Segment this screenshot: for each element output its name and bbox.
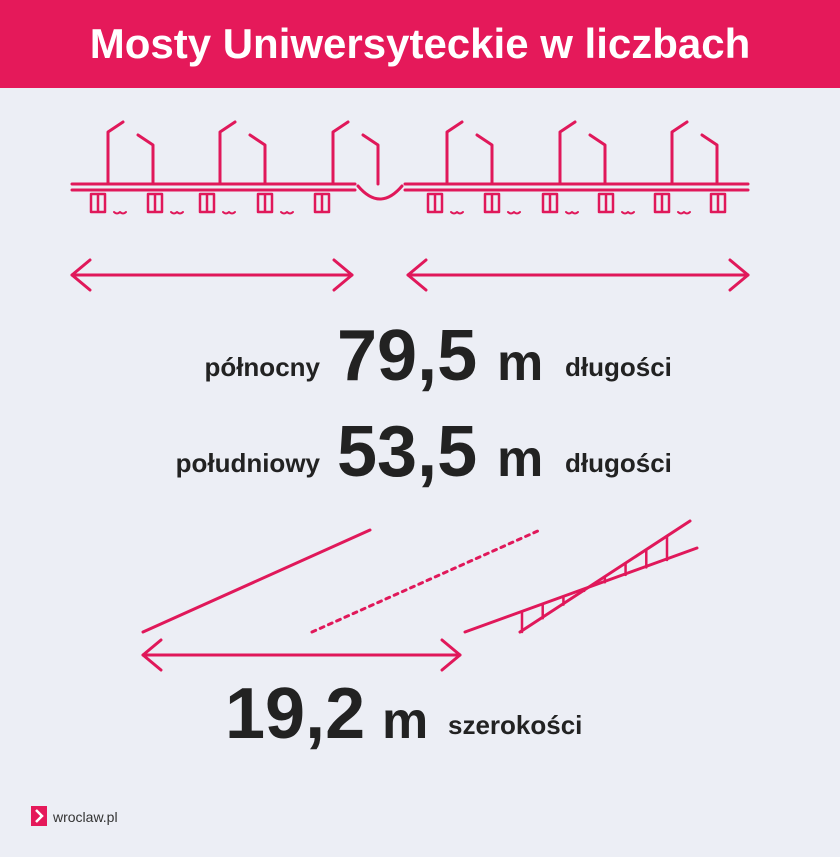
- pylon: [588, 133, 607, 186]
- suffix: szerokości: [448, 710, 582, 740]
- wave: [677, 211, 691, 215]
- wave: [507, 211, 521, 215]
- wave: [565, 211, 579, 215]
- pylon: [700, 133, 719, 186]
- width-illustration: [141, 519, 699, 672]
- pylon: [248, 133, 267, 186]
- logo-text: wroclaw.pl: [52, 809, 118, 825]
- pier: [313, 192, 331, 214]
- pier: [597, 192, 615, 214]
- pylon: [331, 120, 350, 186]
- pier: [146, 192, 164, 214]
- pier: [709, 192, 727, 214]
- pier: [89, 192, 107, 214]
- pylon: [218, 120, 237, 186]
- pylon: [558, 120, 577, 186]
- logo-icon: [31, 806, 47, 826]
- wave: [170, 211, 184, 215]
- pylon: [106, 120, 125, 186]
- pier: [198, 192, 216, 214]
- suffix: długości: [565, 352, 672, 382]
- unit: m: [497, 334, 543, 392]
- wave: [450, 211, 464, 215]
- wave: [222, 211, 236, 215]
- unit: m: [382, 692, 428, 750]
- pylon: [670, 120, 689, 186]
- bridge-lines: [70, 120, 750, 215]
- wave: [621, 211, 635, 215]
- header-bar: [0, 0, 840, 88]
- unit: m: [497, 430, 543, 488]
- pier: [483, 192, 501, 214]
- title: Mosty Uniwersyteckie w liczbach: [90, 20, 751, 67]
- label: południowy: [176, 448, 321, 478]
- value: 53,5: [337, 412, 477, 492]
- pylon: [475, 133, 494, 186]
- arch: [356, 184, 404, 201]
- value: 19,2: [225, 674, 365, 754]
- bridge-illustration: [70, 120, 750, 215]
- pier: [256, 192, 274, 214]
- length-arrows: [70, 258, 750, 292]
- value: 79,5: [337, 316, 477, 396]
- pylon: [136, 133, 155, 186]
- wave: [280, 211, 294, 215]
- pier: [653, 192, 671, 214]
- label: północny: [204, 352, 320, 382]
- wave: [113, 211, 127, 215]
- logo-chevron: [35, 809, 44, 823]
- pier: [426, 192, 444, 214]
- suffix: długości: [565, 448, 672, 478]
- pylon: [361, 133, 380, 186]
- pylon: [445, 120, 464, 186]
- pier: [541, 192, 559, 214]
